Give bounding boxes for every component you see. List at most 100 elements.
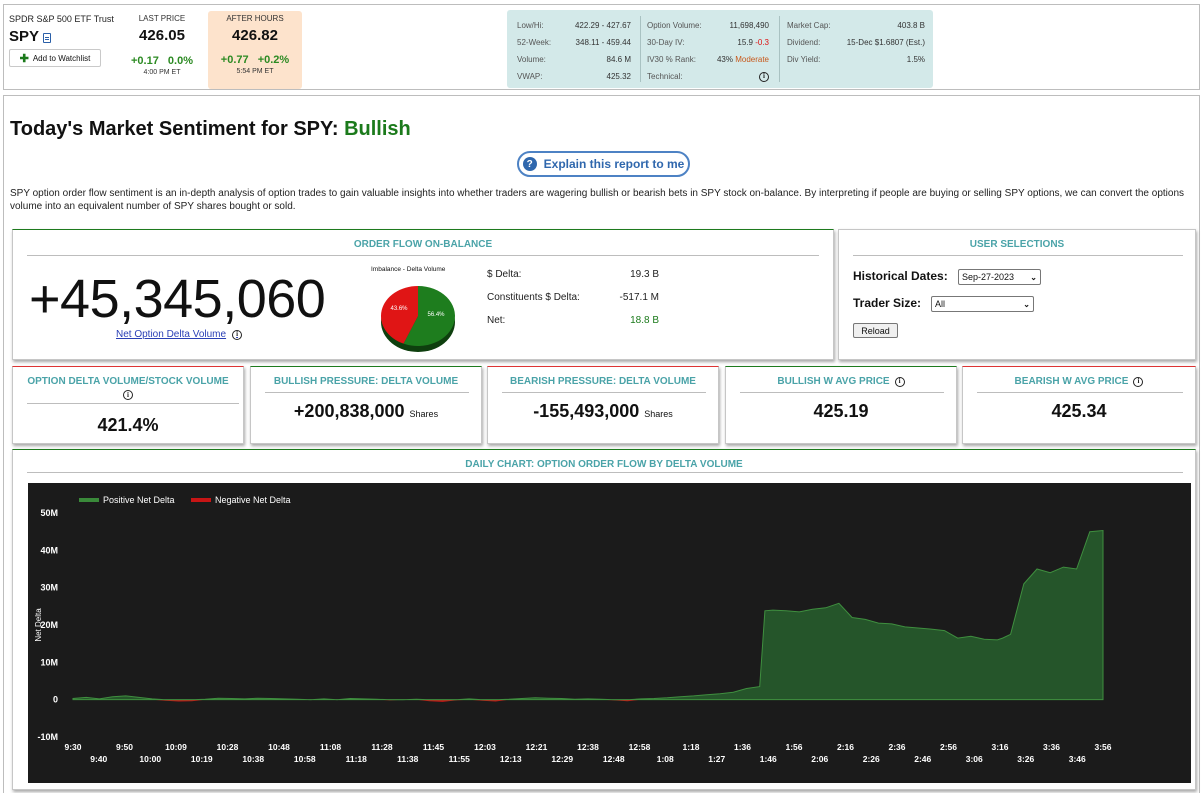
x-tick-label: 3:56 (1094, 742, 1111, 752)
shares-unit: Shares (644, 409, 673, 419)
stats-divider (640, 16, 641, 82)
bullish-pressure-header: BULLISH PRESSURE: DELTA VOLUME (251, 376, 481, 387)
dividend-value: 15-Dec $1.6807 (Est.) (846, 38, 925, 47)
iv-value: 15.9 -0.3 (737, 38, 769, 47)
info-icon[interactable]: i (759, 71, 769, 82)
trader-size-select[interactable]: All ⌄ (931, 296, 1034, 312)
after-change-pct: +0.2% (257, 54, 290, 66)
iv-rank-label: IV30 % Rank: (647, 55, 696, 64)
user-selections-card: USER SELECTIONS Historical Dates: Sep-27… (838, 229, 1196, 360)
historical-dates-select[interactable]: Sep-27-2023 ⌄ (958, 269, 1041, 285)
reload-button[interactable]: Reload (853, 323, 898, 338)
chart-legend: Positive Net Delta Negative Net Delta (79, 495, 291, 505)
x-tick-label: 12:48 (603, 754, 625, 764)
x-tick-label: 12:58 (629, 742, 651, 752)
net-label: Net: (487, 315, 506, 326)
after-hours-block: AFTER HOURS 426.82 +0.77 +0.2% 5:54 PM E… (208, 11, 302, 89)
x-tick-label: 2:56 (940, 742, 957, 752)
low-high-label: Low/Hi: (517, 21, 544, 30)
iv-label: 30-Day IV: (647, 38, 685, 47)
market-cap-label: Market Cap: (787, 21, 831, 30)
divider (853, 255, 1183, 256)
x-tick-label: 10:58 (294, 754, 316, 764)
after-hours-label: AFTER HOURS (226, 14, 284, 23)
add-to-watchlist-button[interactable]: ✚ Add to Watchlist (9, 49, 101, 67)
watchlist-label: Add to Watchlist (32, 53, 91, 63)
bullish-avg-value: 425.19 (813, 401, 869, 421)
x-tick-label: 11:18 (346, 754, 368, 764)
iv-rank-pct: 43% (716, 55, 733, 64)
x-tick-label: 11:38 (397, 754, 419, 764)
option-volume-label: Option Volume: (647, 21, 702, 30)
bullish-pressure-value: +200,838,000 Shares (251, 401, 481, 422)
chart-title: DAILY CHART: OPTION ORDER FLOW BY DELTA … (465, 459, 743, 470)
bullish-pressure-number: +200,838,000 (293, 401, 405, 421)
market-cap-value: 403.8 B (897, 21, 925, 30)
x-tick-label: 10:48 (268, 742, 290, 752)
x-tick-label: 12:29 (551, 754, 573, 764)
last-price-block: LAST PRICE 426.05 +0.17 0.0% 4:00 PM ET (120, 14, 204, 76)
net-delta-volume-link[interactable]: Net Option Delta Volume i (116, 329, 243, 340)
x-tick-label: 3:16 (991, 742, 1008, 752)
info-icon[interactable]: i (232, 329, 243, 340)
x-tick-label: 2:06 (811, 754, 828, 764)
constituents-delta-value: -517.1 M (619, 292, 659, 303)
page-title-text: Today's Market Sentiment for SPY: (10, 118, 339, 140)
x-axis: 9:30 9:50 10:09 10:28 10:48 11:08 11:28 11:45 12… (64, 742, 1111, 764)
divider (27, 255, 819, 256)
last-price-time: 4:00 PM ET (143, 69, 181, 76)
security-name: SPDR S&P 500 ETF Trust (9, 14, 114, 24)
x-tick-label: 1:27 (708, 754, 725, 764)
bullish-avg-price-card: BULLISH W AVG PRICE i 425.19 (725, 366, 957, 444)
y-tick-label: 0 (53, 695, 58, 705)
iv-change: -0.3 (755, 38, 769, 47)
plus-icon: ✚ (19, 52, 29, 65)
bearish-pressure-title: BEARISH PRESSURE: DELTA VOLUME (510, 376, 696, 387)
x-tick-label: 1:46 (760, 754, 777, 764)
div-yield-label: Div Yield: (787, 55, 821, 64)
net-delta-volume-label[interactable]: Net Option Delta Volume (116, 329, 227, 340)
x-tick-label: 2:36 (888, 742, 905, 752)
option-volume-value: 11,698,490 (729, 21, 769, 30)
x-tick-label: 11:55 (449, 754, 471, 764)
y-tick-label: 30M (40, 583, 58, 593)
info-icon[interactable]: i (1133, 376, 1144, 387)
week52-value: 348.11 - 459.44 (575, 38, 631, 47)
bullish-pressure-card: BULLISH PRESSURE: DELTA VOLUME +200,838,… (250, 366, 482, 444)
divider (502, 392, 706, 393)
explain-report-button[interactable]: ? Explain this report to me (517, 151, 690, 177)
x-tick-label: 9:30 (64, 742, 81, 752)
sentiment-value: Bullish (344, 118, 411, 140)
x-tick-label: 11:45 (423, 742, 445, 752)
last-price-label: LAST PRICE (138, 14, 186, 23)
pie-label-positive: 56.4% (427, 312, 445, 318)
y-tick-label: 40M (40, 545, 58, 555)
bearish-avg-price-card: BEARISH W AVG PRICE i 425.34 (962, 366, 1196, 444)
explain-label: Explain this report to me (543, 157, 685, 171)
x-tick-label: 3:46 (1069, 754, 1086, 764)
after-hours-price: 426.82 (232, 27, 278, 44)
x-tick-label: 11:28 (371, 742, 393, 752)
y-tick-label: 20M (40, 620, 58, 630)
x-tick-label: 10:09 (165, 742, 187, 752)
low-high-value: 422.29 - 427.67 (574, 21, 631, 30)
bullish-pressure-title: BULLISH PRESSURE: DELTA VOLUME (273, 376, 459, 387)
historical-dates-value: Sep-27-2023 (962, 272, 1015, 282)
stats-panel: Low/Hi: 422.29 - 427.67 52-Week: 348.11 - … (507, 10, 933, 88)
last-change-pct: 0.0% (167, 55, 193, 67)
symbol-text: SPY (9, 28, 40, 45)
document-icon[interactable] (43, 32, 52, 43)
pie-slice-positive (403, 286, 455, 346)
volume-label: Volume: (517, 55, 546, 64)
legend-negative: Negative Net Delta (215, 495, 291, 505)
x-tick-label: 2:46 (914, 754, 931, 764)
net-delta-volume-value: +45,345,060 (29, 269, 326, 329)
ratio-header: OPTION DELTA VOLUME/STOCK VOLUME i (13, 376, 243, 400)
dollar-delta-label: $ Delta: (487, 269, 522, 280)
stats-col-options: Option Volume: 11,698,490 30-Day IV: 15.9 … (647, 17, 769, 85)
pie-label-negative: 43.6% (390, 306, 408, 312)
x-tick-label: 12:03 (474, 742, 496, 752)
divider (27, 472, 1183, 473)
info-icon[interactable]: i (894, 376, 905, 387)
info-icon[interactable]: i (123, 390, 133, 400)
